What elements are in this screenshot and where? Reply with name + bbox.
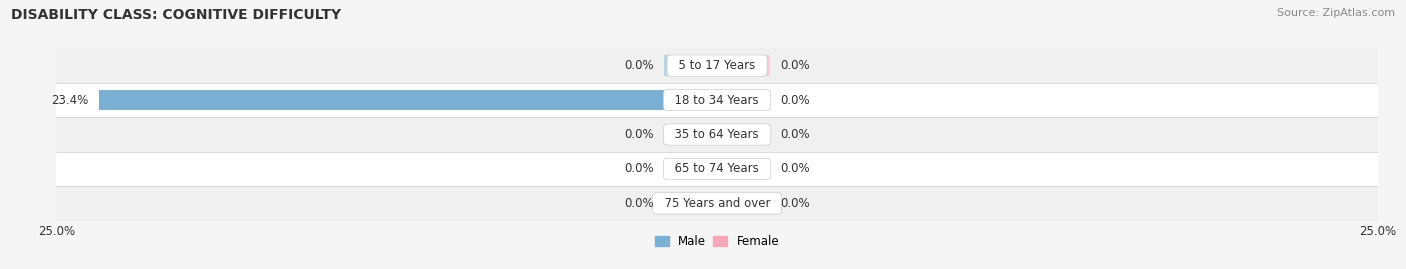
Bar — [717, 90, 770, 110]
Text: 35 to 64 Years: 35 to 64 Years — [668, 128, 766, 141]
Bar — [664, 159, 717, 179]
Bar — [664, 193, 717, 214]
Bar — [717, 159, 770, 179]
Bar — [56, 186, 1378, 221]
Text: 0.0%: 0.0% — [780, 59, 810, 72]
Text: 0.0%: 0.0% — [624, 162, 654, 175]
Text: 0.0%: 0.0% — [780, 94, 810, 107]
Text: 23.4%: 23.4% — [51, 94, 89, 107]
Text: DISABILITY CLASS: COGNITIVE DIFFICULTY: DISABILITY CLASS: COGNITIVE DIFFICULTY — [11, 8, 342, 22]
Text: 75 Years and over: 75 Years and over — [657, 197, 778, 210]
Bar — [717, 55, 770, 76]
Text: 0.0%: 0.0% — [780, 197, 810, 210]
Text: 5 to 17 Years: 5 to 17 Years — [671, 59, 763, 72]
Text: 65 to 74 Years: 65 to 74 Years — [668, 162, 766, 175]
Text: 0.0%: 0.0% — [624, 197, 654, 210]
Bar — [56, 83, 1378, 117]
Text: 0.0%: 0.0% — [624, 128, 654, 141]
Bar — [717, 193, 770, 214]
Text: Source: ZipAtlas.com: Source: ZipAtlas.com — [1277, 8, 1395, 18]
Text: 0.0%: 0.0% — [780, 128, 810, 141]
Text: 18 to 34 Years: 18 to 34 Years — [668, 94, 766, 107]
Text: 0.0%: 0.0% — [780, 162, 810, 175]
Bar — [664, 55, 717, 76]
Text: 0.0%: 0.0% — [624, 59, 654, 72]
Bar — [664, 124, 717, 145]
Bar — [56, 152, 1378, 186]
Legend: Male, Female: Male, Female — [650, 230, 785, 253]
Bar — [56, 48, 1378, 83]
Bar — [717, 124, 770, 145]
Bar — [56, 117, 1378, 152]
Bar — [98, 90, 717, 110]
